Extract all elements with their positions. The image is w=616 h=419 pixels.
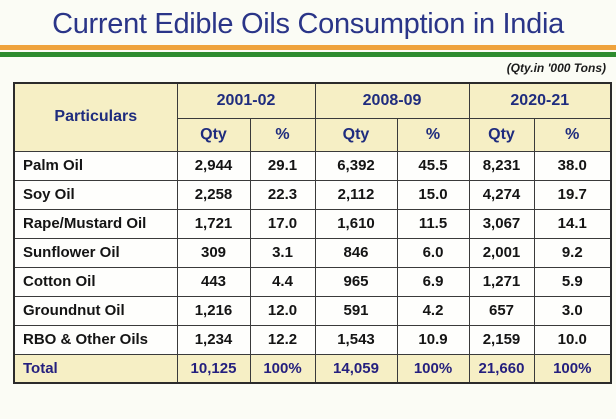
percent-cell: 11.5 [396, 208, 470, 239]
qty-cell: 1,234 [176, 324, 251, 355]
qty-cell: 591 [314, 295, 398, 326]
percent-cell: 14.1 [533, 208, 612, 239]
percent-cell: 100% [533, 353, 612, 384]
qty-cell: 1,216 [176, 295, 251, 326]
row-label: Soy Oil [13, 179, 178, 210]
year-header-2008-09: 2008-09 [314, 82, 470, 119]
qty-cell: 8,231 [468, 150, 535, 181]
percent-header: % [533, 117, 612, 152]
qty-cell: 443 [176, 266, 251, 297]
percent-header: % [249, 117, 316, 152]
qty-cell: 657 [468, 295, 535, 326]
flag-stripe-green [0, 52, 616, 57]
percent-cell: 45.5 [396, 150, 470, 181]
qty-cell: 2,112 [314, 179, 398, 210]
flag-stripe-orange [0, 45, 616, 50]
percent-cell: 12.2 [249, 324, 316, 355]
percent-cell: 29.1 [249, 150, 316, 181]
qty-header: Qty [314, 117, 398, 152]
table-row: Soy Oil 2,258 22.3 2,112 15.0 4,274 19.7 [13, 179, 612, 210]
row-label: Cotton Oil [13, 266, 178, 297]
percent-cell: 3.1 [249, 237, 316, 268]
table-row: Rape/Mustard Oil 1,721 17.0 1,610 11.5 3,067 1… [13, 208, 612, 239]
qty-cell: 21,660 [468, 353, 535, 384]
year-header-2001-02: 2001-02 [176, 82, 316, 119]
qty-cell: 309 [176, 237, 251, 268]
qty-cell: 10,125 [176, 353, 251, 384]
year-header-2020-21: 2020-21 [468, 82, 612, 119]
qty-cell: 2,159 [468, 324, 535, 355]
particulars-header: Particulars [13, 82, 178, 152]
percent-cell: 100% [249, 353, 316, 384]
percent-cell: 10.0 [533, 324, 612, 355]
percent-cell: 38.0 [533, 150, 612, 181]
row-label: Groundnut Oil [13, 295, 178, 326]
table-body: Palm Oil 2,944 29.1 6,392 45.5 8,231 38.0 Soy O… [13, 150, 612, 384]
table-row: Sunflower Oil 309 3.1 846 6.0 2,001 9.2 [13, 237, 612, 268]
qty-cell: 6,392 [314, 150, 398, 181]
table-row: Cotton Oil 443 4.4 965 6.9 1,271 5.9 [13, 266, 612, 297]
percent-cell: 17.0 [249, 208, 316, 239]
qty-cell: 14,059 [314, 353, 398, 384]
row-label: RBO & Other Oils [13, 324, 178, 355]
qty-cell: 4,274 [468, 179, 535, 210]
qty-cell: 1,721 [176, 208, 251, 239]
percent-cell: 19.7 [533, 179, 612, 210]
percent-cell: 10.9 [396, 324, 470, 355]
qty-cell: 1,271 [468, 266, 535, 297]
percent-cell: 3.0 [533, 295, 612, 326]
percent-cell: 12.0 [249, 295, 316, 326]
row-label: Rape/Mustard Oil [13, 208, 178, 239]
qty-cell: 2,944 [176, 150, 251, 181]
table-row: Palm Oil 2,944 29.1 6,392 45.5 8,231 38.0 [13, 150, 612, 181]
percent-cell: 22.3 [249, 179, 316, 210]
qty-header: Qty [468, 117, 535, 152]
row-label: Sunflower Oil [13, 237, 178, 268]
percent-cell: 6.0 [396, 237, 470, 268]
qty-cell: 1,610 [314, 208, 398, 239]
total-row: Total 10,125 100% 14,059 100% 21,660 100% [13, 353, 612, 384]
percent-cell: 6.9 [396, 266, 470, 297]
percent-cell: 100% [396, 353, 470, 384]
percent-cell: 4.4 [249, 266, 316, 297]
consumption-table: Particulars 2001-02 2008-09 2020-21 Qty … [13, 82, 612, 384]
row-label: Palm Oil [13, 150, 178, 181]
percent-cell: 5.9 [533, 266, 612, 297]
year-header-row: Particulars 2001-02 2008-09 2020-21 [13, 82, 612, 152]
qty-cell: 1,543 [314, 324, 398, 355]
table-row: RBO & Other Oils 1,234 12.2 1,543 10.9 2,159 1… [13, 324, 612, 355]
table-row: Groundnut Oil 1,216 12.0 591 4.2 657 3.0 [13, 295, 612, 326]
row-label: Total [13, 353, 178, 384]
qty-cell: 2,001 [468, 237, 535, 268]
qty-cell: 3,067 [468, 208, 535, 239]
percent-cell: 9.2 [533, 237, 612, 268]
sub-header-row: Qty % Qty % Qty % [14, 117, 612, 152]
qty-cell: 2,258 [176, 179, 251, 210]
qty-cell: 965 [314, 266, 398, 297]
page-title: Current Edible Oils Consumption in India [52, 8, 564, 40]
percent-cell: 4.2 [396, 295, 470, 326]
percent-cell: 15.0 [396, 179, 470, 210]
qty-header: Qty [176, 117, 251, 152]
unit-note: (Qty.in '000 Tons) [506, 61, 606, 75]
qty-cell: 846 [314, 237, 398, 268]
percent-header: % [396, 117, 470, 152]
